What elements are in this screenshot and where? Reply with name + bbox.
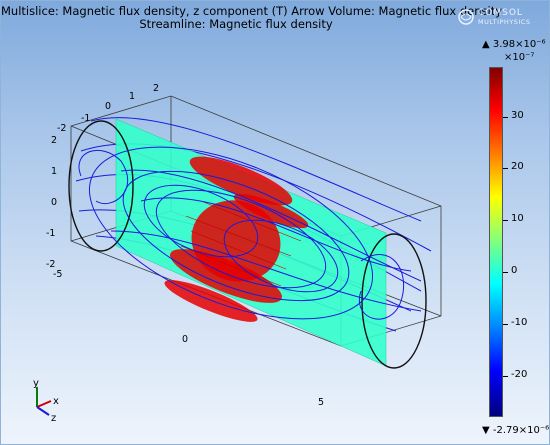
x-tick-label: -2 <box>57 123 66 134</box>
z-tick-label: -5 <box>53 269 62 280</box>
z-tick-label: 0 <box>182 334 188 345</box>
x-tick-label: 1 <box>129 91 135 102</box>
colorbar-max-label: ▲ 3.98×10⁻⁶ <box>482 39 546 50</box>
x-tick-label: 2 <box>153 83 159 94</box>
colorbar-tick-label: 20 <box>511 161 524 172</box>
colorbar-tick <box>503 220 508 221</box>
comsol-logo: COMSOL MULTIPHYSICS <box>453 6 539 30</box>
colorbar-tick <box>503 117 508 118</box>
colorbar-tick-label: 10 <box>511 213 524 224</box>
colorbar <box>489 67 503 417</box>
y-axis-ticks: 2 1 0 -1 -2 <box>46 135 57 270</box>
plot-title-line-1: Multislice: Magnetic flux density, z com… <box>1 4 503 18</box>
colorbar-tick <box>503 272 508 273</box>
colorbar-tick-label: -10 <box>511 317 528 328</box>
logo-text-1: COMSOL <box>478 8 523 18</box>
colorbar-exponent: ×10⁻⁷ <box>504 52 535 63</box>
z-tick-label: 5 <box>318 397 324 408</box>
coil-left-ring <box>68 120 134 252</box>
triad-z-label: z <box>51 413 56 423</box>
x-tick-label: -1 <box>81 113 90 124</box>
comsol-logo-icon <box>458 9 474 25</box>
colorbar-tick <box>503 168 508 169</box>
colorbar-tick <box>503 376 508 377</box>
y-tick-label: 2 <box>51 135 57 146</box>
x-tick-label: 0 <box>105 101 111 112</box>
streamlines-front <box>78 146 422 320</box>
triad-x-label: x <box>53 396 59 407</box>
triad-y-label: y <box>33 378 39 389</box>
z-axis-ticks: -5 0 5 <box>53 269 324 408</box>
colorbar-tick <box>503 324 508 325</box>
colorbar-tick-label: 30 <box>511 110 524 121</box>
y-tick-label: 0 <box>51 197 57 208</box>
y-tick-label: -1 <box>46 228 55 239</box>
plot-title-line-2: Streamline: Magnetic flux density <box>139 17 333 31</box>
y-tick-label: -2 <box>46 259 55 270</box>
colorbar-tick-label: -20 <box>511 369 528 380</box>
axis-triad-icon: y x z <box>33 378 59 423</box>
logo-text-2: MULTIPHYSICS <box>478 18 531 26</box>
colorbar-min-label: ▼ -2.79×10⁻⁶ <box>482 425 550 436</box>
x-axis-ticks: -2 -1 0 1 2 <box>57 83 159 134</box>
y-tick-label: 1 <box>51 166 57 177</box>
colorbar-tick-label: 0 <box>511 265 518 276</box>
